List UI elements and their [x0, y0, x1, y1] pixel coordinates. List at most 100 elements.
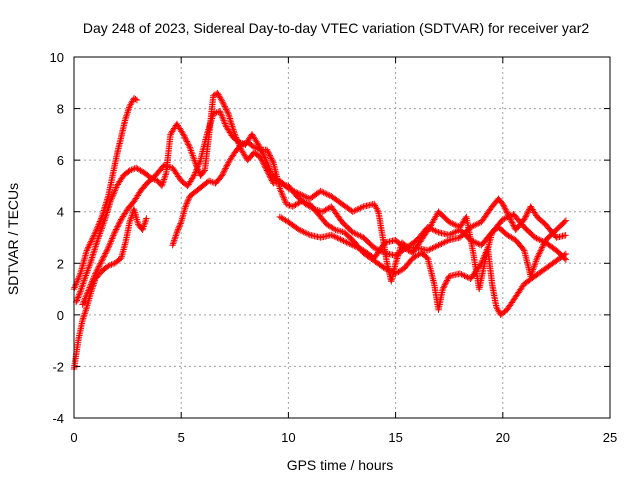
data-point: [105, 243, 113, 250]
x-tick-label: 20: [496, 430, 510, 445]
data-point: [334, 234, 341, 242]
data-point: [438, 240, 445, 247]
data-point: [531, 263, 538, 270]
data-point: [175, 224, 182, 232]
data-point: [117, 217, 124, 225]
data-point: [533, 254, 541, 262]
data-point: [194, 163, 202, 170]
x-axis-label: GPS time / hours: [287, 457, 394, 473]
data-point: [252, 144, 259, 152]
data-point: [541, 239, 548, 247]
data-point: [94, 266, 101, 273]
data-point: [357, 232, 364, 240]
data-point: [531, 234, 539, 241]
data-point: [84, 289, 91, 296]
data-series: [70, 89, 570, 373]
data-point: [358, 204, 366, 211]
data-point: [115, 222, 122, 229]
y-axis-label: SDTVAR / TECUs: [5, 183, 21, 295]
data-point: [99, 222, 106, 229]
data-point: [520, 245, 527, 253]
data-point: [220, 117, 227, 124]
data-point: [87, 281, 95, 288]
data-point: [332, 233, 340, 241]
y-tick-label: 10: [50, 50, 64, 65]
data-point: [330, 225, 338, 233]
data-point: [193, 166, 200, 173]
data-point: [343, 239, 350, 246]
data-point: [528, 269, 535, 277]
data-point: [100, 253, 108, 260]
data-point: [224, 161, 231, 168]
data-point: [115, 220, 123, 227]
data-point: [265, 163, 272, 170]
data-point: [110, 230, 118, 238]
data-point: [97, 260, 104, 267]
data-point: [329, 232, 336, 239]
series-track-1: [70, 95, 141, 293]
y-tick-label: -4: [52, 411, 64, 426]
data-point: [103, 248, 110, 256]
data-point: [104, 246, 111, 253]
data-point: [133, 96, 141, 104]
data-point: [91, 271, 98, 279]
data-point: [88, 236, 96, 244]
data-point: [74, 295, 81, 303]
data-point: [450, 221, 457, 228]
data-point: [354, 231, 361, 238]
data-point: [124, 109, 131, 116]
data-point: [392, 260, 399, 267]
data-point: [180, 131, 187, 138]
data-point: [176, 221, 184, 229]
data-point: [469, 223, 476, 230]
data-point: [322, 190, 329, 197]
data-point: [255, 146, 263, 153]
data-point: [239, 140, 246, 148]
data-point: [110, 190, 117, 197]
data-point: [456, 270, 464, 277]
data-point: [435, 242, 442, 249]
data-point: [459, 271, 467, 279]
data-point: [355, 245, 362, 252]
data-point: [96, 261, 103, 269]
data-point: [190, 172, 198, 179]
data-point: [87, 259, 94, 266]
data-point: [351, 229, 358, 237]
data-point: [268, 155, 275, 162]
data-point: [392, 258, 400, 265]
y-tick-label: 4: [57, 205, 64, 220]
data-point: [446, 231, 453, 239]
data-point: [263, 159, 270, 166]
data-point: [341, 238, 349, 245]
data-point: [318, 188, 326, 195]
y-tick-label: -2: [52, 359, 64, 374]
data-point: [450, 229, 457, 236]
data-point: [93, 269, 100, 276]
data-point: [536, 236, 543, 243]
data-point: [222, 104, 229, 112]
data-point: [262, 155, 269, 163]
data-point: [218, 97, 226, 104]
data-point: [219, 171, 226, 178]
data-point: [85, 244, 92, 251]
data-point: [78, 283, 86, 290]
data-point: [430, 244, 438, 251]
data-point: [427, 245, 434, 253]
data-point: [562, 217, 570, 224]
data-point: [211, 109, 219, 117]
data-point: [159, 181, 166, 188]
data-point: [305, 231, 312, 238]
data-point: [87, 282, 94, 290]
data-point: [143, 215, 150, 222]
data-point: [472, 239, 479, 246]
data-point: [173, 229, 181, 236]
data-point: [535, 251, 542, 259]
data-point: [461, 272, 468, 279]
data-point: [537, 247, 544, 254]
data-point: [317, 187, 324, 195]
data-point: [561, 218, 568, 225]
data-point: [426, 246, 433, 253]
data-point: [338, 236, 346, 244]
data-point: [357, 204, 364, 212]
data-point: [98, 225, 105, 232]
